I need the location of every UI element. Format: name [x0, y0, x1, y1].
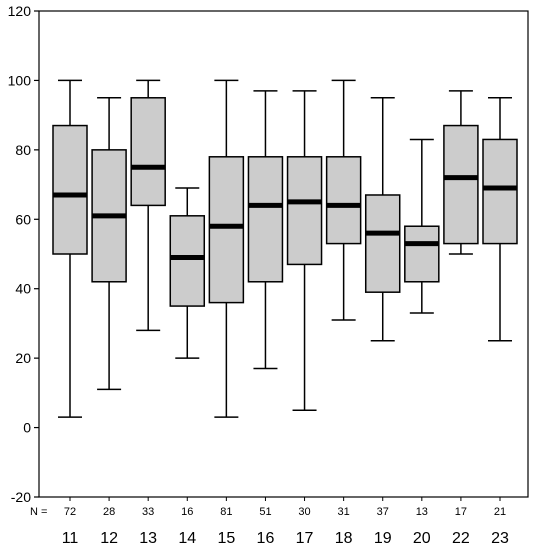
iqr-box [130, 97, 166, 207]
box-14 [169, 187, 206, 359]
y-tick-label: 20 [15, 350, 31, 366]
category-label: 18 [335, 530, 353, 547]
box-16 [247, 90, 284, 370]
category-label: 23 [491, 530, 509, 547]
box-23 [482, 97, 518, 342]
n-count-label: 21 [494, 506, 506, 518]
iqr-box [169, 215, 206, 307]
y-tick-label: 40 [15, 281, 31, 297]
y-tick-label: -20 [11, 489, 31, 505]
n-count-label: 33 [142, 506, 154, 518]
y-tick-label: 100 [8, 72, 32, 88]
box-11 [52, 79, 88, 418]
category-label: 15 [217, 530, 235, 547]
category-label: 14 [178, 530, 196, 547]
category-label: 16 [257, 530, 275, 547]
iqr-box [404, 225, 440, 283]
category-label: 17 [296, 530, 314, 547]
box-22 [443, 90, 479, 255]
category-label: 12 [100, 530, 118, 547]
plot-frame [38, 10, 529, 498]
iqr-box [208, 156, 245, 304]
category-label: 13 [139, 530, 157, 547]
iqr-box [364, 194, 401, 293]
n-count-label: 37 [377, 506, 389, 518]
y-tick-label: 0 [23, 420, 31, 436]
y-tick-label: 120 [8, 3, 32, 19]
n-count-label: 16 [181, 506, 193, 518]
box-17 [286, 90, 323, 411]
n-count-label: 72 [64, 506, 76, 518]
category-label: 19 [374, 530, 392, 547]
n-count-label: 30 [298, 506, 310, 518]
n-count-label: 28 [103, 506, 115, 518]
n-prefix-label: N = [30, 506, 47, 518]
y-tick-label: 60 [15, 211, 31, 227]
n-count-label: 13 [416, 506, 428, 518]
n-count-label: 51 [259, 506, 271, 518]
box-20 [404, 138, 440, 314]
iqr-box [443, 124, 479, 245]
n-count-label: 17 [455, 506, 467, 518]
x-labels: N = 72 11 28 12 33 13 16 14 81 15 51 16 30 17 31 18 37 19 1… [30, 506, 509, 547]
n-count-label: 81 [220, 506, 232, 518]
category-label: 11 [62, 530, 79, 547]
box-12 [91, 97, 127, 391]
category-label: 20 [413, 530, 431, 547]
box-15 [208, 79, 245, 418]
iqr-box [52, 124, 88, 255]
iqr-box [247, 156, 284, 283]
iqr-box [482, 138, 518, 245]
iqr-box [286, 156, 323, 266]
n-count-label: 31 [338, 506, 350, 518]
box-19 [364, 97, 401, 342]
box-18 [325, 79, 362, 321]
box-13 [130, 79, 166, 332]
y-tick-label: 80 [15, 142, 31, 158]
axes: -20 0 20 40 60 80 100 120 [8, 3, 529, 505]
boxes [52, 79, 518, 418]
category-label: 22 [452, 530, 470, 547]
iqr-box [325, 156, 362, 245]
